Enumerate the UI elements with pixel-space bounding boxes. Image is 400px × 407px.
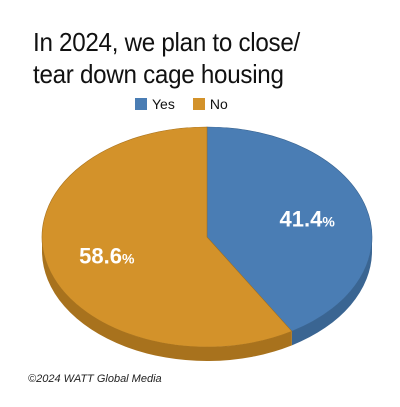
pie-slice-no xyxy=(41,126,293,348)
data-label-yes: 41.4% xyxy=(280,207,336,232)
pie-side-yes xyxy=(291,237,372,346)
legend-label-yes: Yes xyxy=(152,96,175,112)
legend-item-no: No xyxy=(192,96,228,112)
pie-side-walls xyxy=(42,237,372,362)
legend-swatch-yes xyxy=(135,98,147,110)
pie-slice-yes xyxy=(206,126,373,332)
chart-title-line-1: In 2024, we plan to close/ xyxy=(33,27,300,57)
pie-side-no xyxy=(42,237,292,362)
copyright-text: ©2024 WATT Global Media xyxy=(28,373,162,385)
legend-item-yes: Yes xyxy=(135,96,175,112)
chart-title: In 2024, we plan to close/ tear down cag… xyxy=(33,26,300,90)
legend-swatch-no xyxy=(192,98,205,110)
chart-title-line-2: tear down cage housing xyxy=(33,59,284,89)
data-label-no: 58.6% xyxy=(79,243,135,268)
legend-label-no: No xyxy=(209,96,228,112)
chart-legend: Yes No xyxy=(135,96,246,112)
